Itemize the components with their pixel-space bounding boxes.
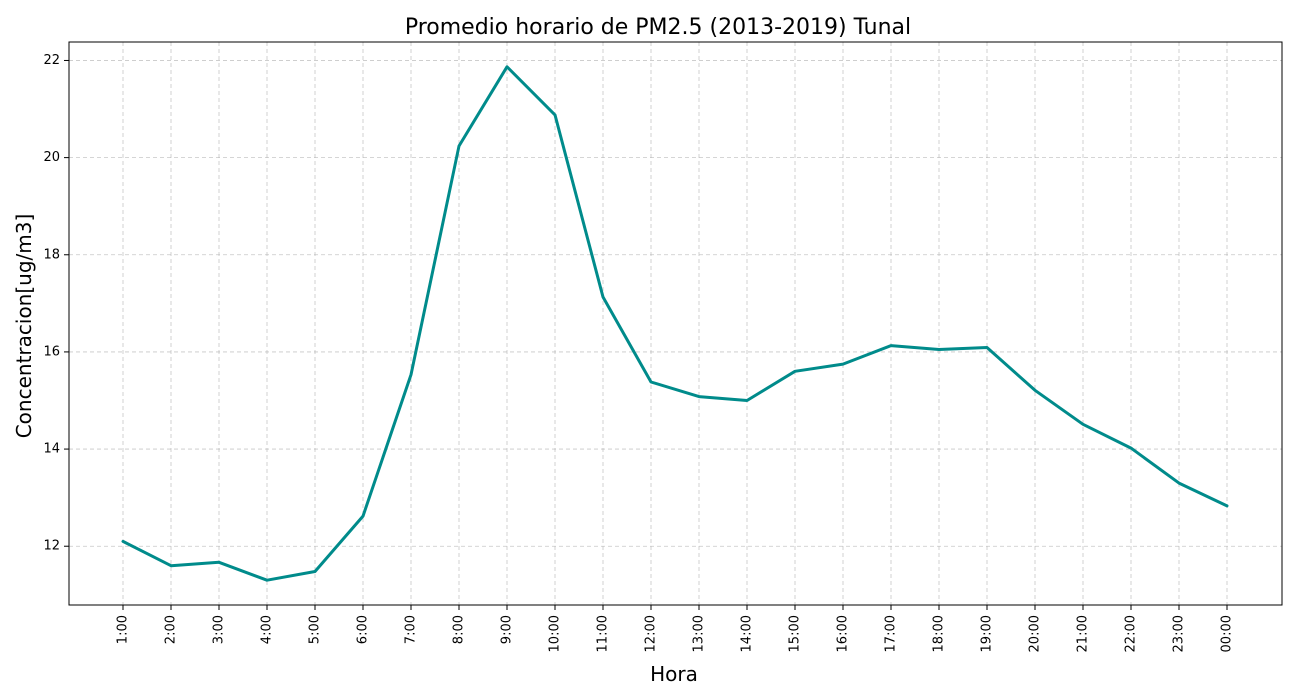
x-tick-label: 4:00 (260, 615, 275, 644)
x-tick-label: 00:00 (1220, 615, 1235, 652)
x-tick-label: 13:00 (692, 615, 707, 652)
x-tick-label: 18:00 (932, 615, 947, 652)
x-tick-label: 9:00 (500, 615, 515, 644)
x-tick-label: 10:00 (548, 615, 563, 652)
y-axis: 12 14 16 18 20 22 (43, 53, 69, 554)
x-axis-label: Hora (650, 662, 698, 686)
x-tick-label: 21:00 (1076, 615, 1091, 652)
x-tick-label: 20:00 (1028, 615, 1043, 652)
y-tick-label: 18 (43, 247, 60, 262)
x-tick-label: 3:00 (212, 615, 227, 644)
y-axis-label: Concentracion[ug/m3] (12, 214, 36, 439)
x-tick-label: 2:00 (164, 615, 179, 644)
x-tick-label: 19:00 (980, 615, 995, 652)
x-tick-label: 6:00 (356, 615, 371, 644)
x-tick-label: 15:00 (788, 615, 803, 652)
x-tick-label: 11:00 (596, 615, 611, 652)
x-tick-label: 23:00 (1172, 615, 1187, 652)
x-tick-label: 1:00 (116, 615, 131, 644)
y-tick-label: 16 (43, 344, 60, 359)
x-tick-label: 12:00 (644, 615, 659, 652)
y-tick-label: 12 (43, 539, 60, 554)
series-line-0 (121, 65, 1229, 582)
x-tick-label: 14:00 (740, 615, 755, 652)
y-tick-label: 14 (43, 442, 60, 457)
x-tick-label: 8:00 (452, 615, 467, 644)
x-tick-label: 7:00 (404, 615, 419, 644)
grid (69, 42, 1282, 605)
x-axis: 1:00 2:00 3:00 4:00 5:00 6:00 7:00 8:00 9:00 10:0… (116, 605, 1235, 652)
x-tick-label: 22:00 (1124, 615, 1139, 652)
y-tick-label: 22 (43, 53, 60, 68)
series-layer (121, 65, 1229, 582)
y-tick-label: 20 (43, 150, 60, 165)
x-tick-label: 5:00 (308, 615, 323, 644)
plot-frame (68, 41, 1283, 606)
chart-title: Promedio horario de PM2.5 (2013-2019) Tu… (405, 15, 911, 40)
x-tick-label: 17:00 (884, 615, 899, 652)
x-tick-label: 16:00 (836, 615, 851, 652)
